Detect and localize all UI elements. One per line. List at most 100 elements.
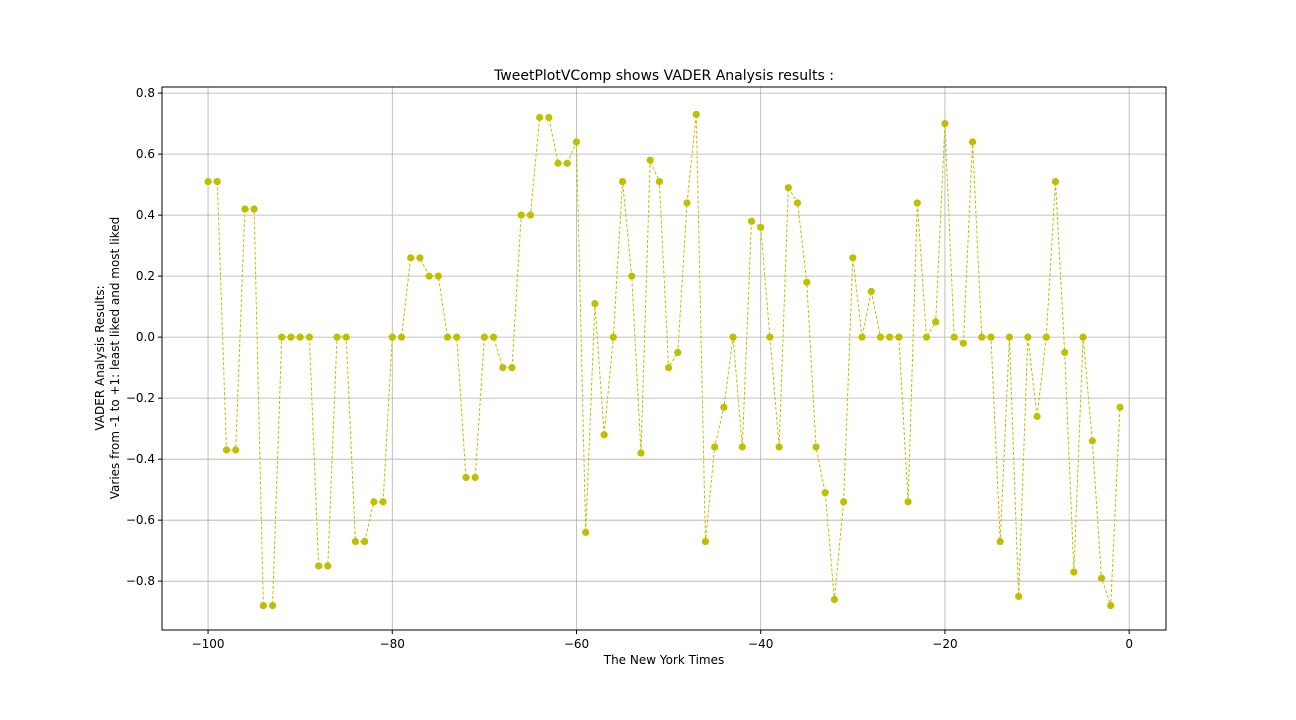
data-point bbox=[1033, 412, 1041, 421]
data-point bbox=[379, 498, 387, 506]
y-axis-label-line2: Varies from -1 to +1: least liked and mo… bbox=[108, 217, 122, 500]
data-point bbox=[904, 498, 912, 506]
data-point bbox=[554, 159, 562, 167]
y-tick-label: 0.2 bbox=[136, 269, 155, 283]
data-point bbox=[572, 138, 581, 146]
y-axis-label-line1: VADER Analysis Results: bbox=[93, 285, 107, 430]
data-point bbox=[812, 443, 820, 451]
data-point bbox=[609, 333, 617, 341]
data-point bbox=[665, 364, 673, 372]
y-axis-label: VADER Analysis Results: Varies from -1 t… bbox=[93, 217, 122, 500]
data-point bbox=[766, 333, 774, 341]
data-point bbox=[830, 595, 839, 604]
data-point bbox=[1088, 437, 1096, 445]
x-tick-label: −20 bbox=[932, 637, 957, 651]
data-point bbox=[1097, 574, 1106, 582]
data-point bbox=[968, 138, 977, 146]
x-tick-label: −80 bbox=[380, 637, 405, 651]
data-point bbox=[950, 333, 958, 341]
data-point bbox=[959, 339, 967, 347]
data-point bbox=[563, 159, 571, 167]
data-point bbox=[1042, 333, 1050, 341]
data-point bbox=[618, 177, 627, 186]
data-point bbox=[803, 278, 811, 286]
data-point bbox=[683, 199, 691, 207]
data-point bbox=[443, 333, 452, 341]
data-point bbox=[720, 403, 728, 411]
data-point bbox=[397, 333, 406, 341]
data-point bbox=[416, 254, 424, 262]
data-point bbox=[987, 333, 995, 341]
data-point bbox=[296, 333, 304, 341]
data-point bbox=[305, 333, 313, 341]
data-point bbox=[213, 177, 221, 186]
data-point bbox=[793, 199, 802, 207]
data-point bbox=[232, 446, 240, 454]
data-point bbox=[582, 528, 590, 536]
data-point bbox=[342, 333, 350, 341]
y-tick-label: 0.4 bbox=[136, 208, 155, 222]
y-tick-label: 0.0 bbox=[136, 330, 155, 344]
data-point bbox=[932, 318, 940, 326]
data-point bbox=[1061, 348, 1069, 356]
chart-title: TweetPlotVComp shows VADER Analysis resu… bbox=[493, 68, 834, 84]
x-axis-label: The New York Times bbox=[603, 653, 725, 667]
data-point bbox=[646, 156, 654, 164]
data-point bbox=[978, 333, 986, 341]
data-point bbox=[849, 254, 857, 262]
y-tick-label: 0.6 bbox=[136, 147, 155, 161]
y-tick-label: −0.6 bbox=[126, 513, 155, 527]
data-point bbox=[886, 333, 894, 341]
data-point bbox=[324, 562, 332, 570]
data-point bbox=[204, 177, 212, 186]
data-point bbox=[1015, 592, 1023, 601]
data-point bbox=[1070, 568, 1078, 576]
data-point bbox=[480, 333, 488, 341]
data-point bbox=[462, 473, 470, 482]
data-point bbox=[757, 223, 765, 231]
data-point bbox=[913, 199, 921, 207]
data-point bbox=[370, 498, 378, 506]
data-point bbox=[637, 449, 645, 457]
data-point bbox=[250, 205, 258, 213]
data-point bbox=[545, 113, 553, 122]
data-point bbox=[453, 333, 461, 341]
data-point bbox=[259, 601, 267, 610]
data-point bbox=[895, 333, 903, 341]
data-point bbox=[840, 498, 848, 506]
data-point bbox=[941, 120, 949, 128]
x-tick-label: −60 bbox=[564, 637, 589, 651]
data-point bbox=[388, 333, 396, 341]
data-point bbox=[922, 333, 931, 341]
data-point bbox=[489, 333, 498, 341]
data-point bbox=[784, 184, 792, 192]
data-point bbox=[407, 254, 415, 262]
data-point bbox=[526, 211, 535, 219]
data-point bbox=[674, 348, 682, 356]
data-point bbox=[1116, 403, 1124, 411]
data-point bbox=[1107, 601, 1115, 610]
y-tick-label: −0.2 bbox=[126, 391, 155, 405]
data-point bbox=[996, 537, 1004, 546]
data-point bbox=[711, 443, 719, 451]
data-point bbox=[517, 211, 525, 219]
data-point bbox=[278, 333, 286, 341]
data-point bbox=[425, 272, 433, 280]
data-point bbox=[499, 364, 507, 372]
y-tick-label: −0.4 bbox=[126, 452, 155, 466]
x-tick-label: 0 bbox=[1125, 637, 1133, 651]
series-line bbox=[208, 114, 1121, 607]
data-point bbox=[775, 443, 783, 451]
data-point bbox=[821, 489, 829, 497]
data-point bbox=[241, 205, 249, 213]
data-point bbox=[867, 287, 875, 295]
data-point bbox=[747, 217, 756, 225]
data-point bbox=[434, 272, 442, 280]
data-point bbox=[471, 473, 479, 482]
data-point bbox=[628, 272, 636, 280]
y-tick-label: 0.8 bbox=[136, 86, 155, 100]
data-point bbox=[536, 113, 544, 122]
data-point bbox=[858, 333, 866, 341]
data-point bbox=[591, 299, 599, 308]
